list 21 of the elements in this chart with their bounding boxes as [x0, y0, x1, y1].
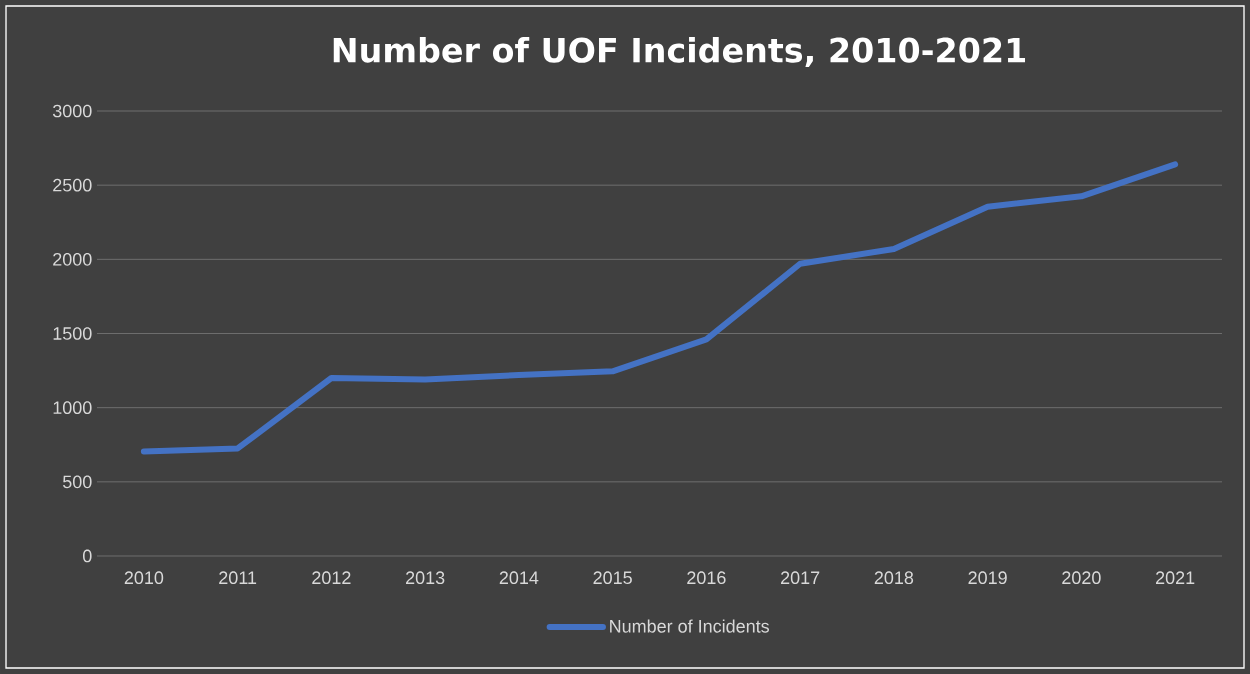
y-tick-label: 500 — [62, 475, 92, 489]
x-tick-label: 2013 — [406, 571, 445, 585]
y-tick-label: 3000 — [52, 104, 92, 118]
x-tick-label: 2014 — [499, 571, 539, 585]
y-tick-label: 1500 — [53, 327, 92, 340]
x-tick-label: 2021 — [1156, 571, 1195, 585]
x-tick-label: 2016 — [687, 571, 726, 585]
x-tick-label: 2017 — [781, 571, 820, 585]
x-tick-label: 2010 — [124, 571, 164, 585]
y-tick-label: 2500 — [53, 178, 92, 192]
x-tick-label: 2019 — [968, 571, 1007, 585]
x-tick-label: 2018 — [874, 571, 914, 585]
x-tick-label: 2015 — [593, 571, 632, 585]
x-tick-label: 2011 — [219, 571, 257, 585]
legend-label: Number of Incidents — [610, 619, 770, 633]
chart-title: Number of UOF Incidents, 2010-2021 — [333, 36, 1026, 68]
y-tick-label: 1000 — [53, 401, 92, 415]
x-tick-label: 2012 — [312, 571, 351, 585]
x-tick-label: 2020 — [1062, 571, 1101, 585]
y-tick-label: 0 — [83, 549, 92, 563]
y-tick-label: 2000 — [53, 252, 92, 266]
